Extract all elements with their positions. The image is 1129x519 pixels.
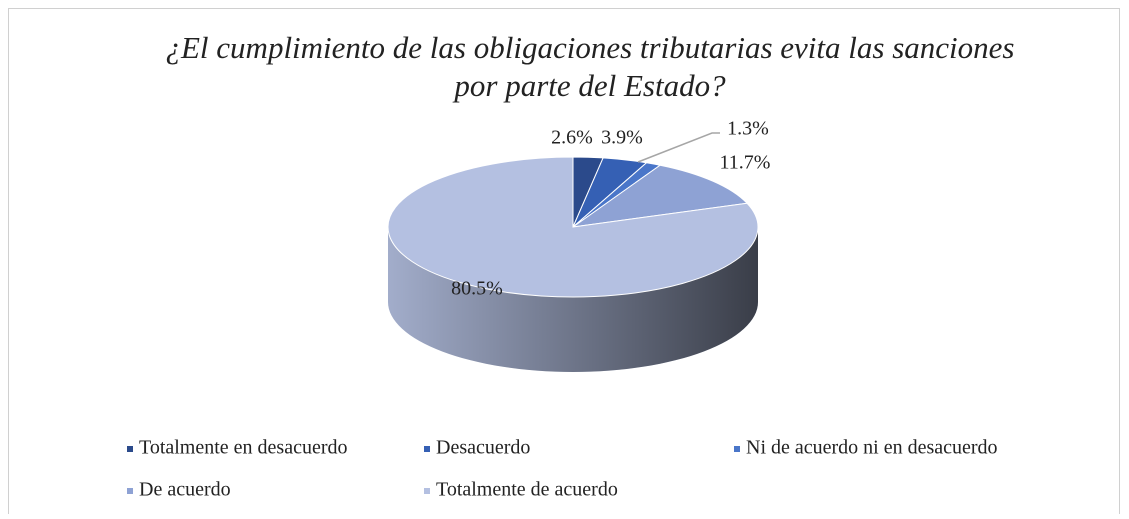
legend-label: Totalmente de acuerdo [436,479,618,501]
legend-label: De acuerdo [139,479,231,501]
legend-label: Totalmente en desacuerdo [139,437,348,459]
leader-line [637,132,720,163]
chart-subtitle: por parte del Estado? [452,68,726,103]
data-label: 2.6% [551,127,593,149]
pie-slice [572,164,749,228]
legend-marker [424,488,430,494]
data-label: 1.3% [727,118,769,140]
legend-marker [734,446,740,452]
legend-marker [424,446,430,452]
data-label: 11.7% [720,152,771,174]
legend-label: Desacuerdo [436,437,530,459]
legend-label: Ni de acuerdo ni en desacuerdo [746,437,998,459]
chart-title: ¿El cumplimiento de las obligaciones tri… [166,30,1015,65]
legend-marker [127,446,133,452]
data-label: 3.9% [601,127,643,149]
legend-marker [127,488,133,494]
pie-slice [387,156,759,298]
pie-side-shade [388,227,758,372]
data-label: 80.5% [451,278,503,300]
